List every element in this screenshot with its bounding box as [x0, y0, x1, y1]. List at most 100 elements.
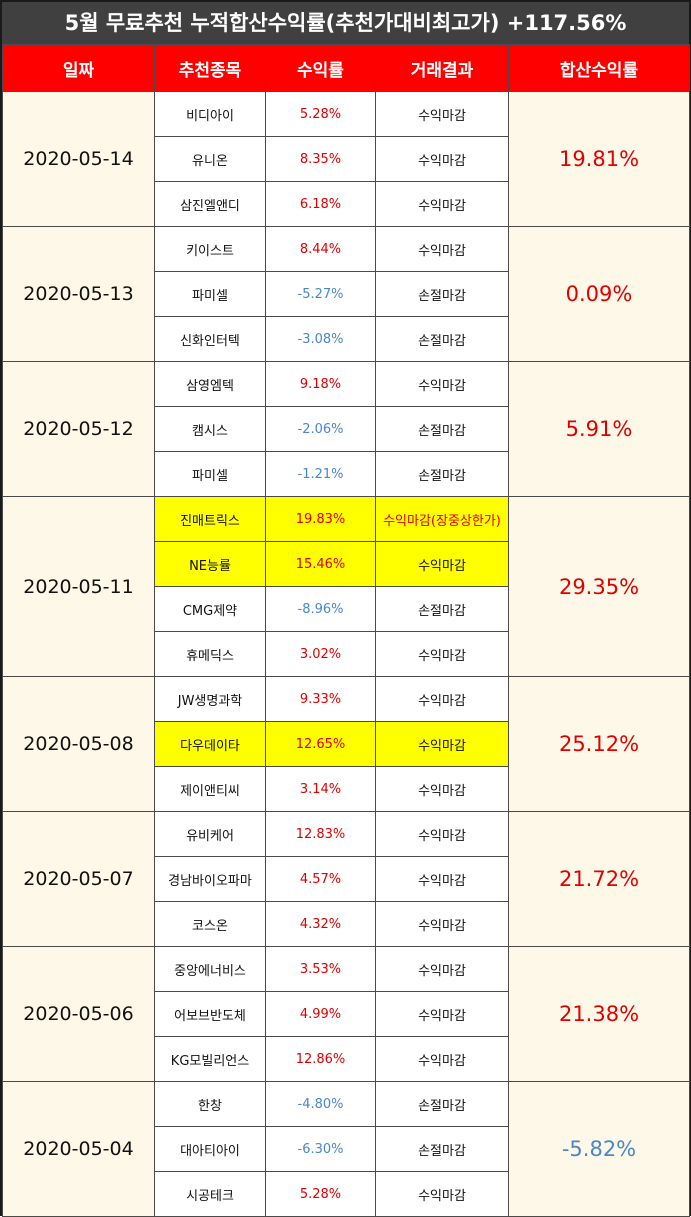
- return-cell: 4.32%: [265, 901, 376, 947]
- date-cell: 2020-05-13: [2, 226, 155, 362]
- stock-cell: 파미셀: [154, 451, 266, 497]
- total-return-cell: 25.12%: [508, 676, 690, 812]
- table-row: NE능률 15.46% 수익마감: [3, 541, 690, 587]
- table-row: 2020-05-11 진매트릭스 19.83% 수익마감(장중상한가) 29.35%: [2, 496, 690, 677]
- result-cell: 수익마감: [375, 631, 509, 677]
- header-date: 일짜: [2, 44, 155, 92]
- table-row: 2020-05-06 중앙에너비스 3.53% 수익마감 21.38%: [2, 946, 690, 1082]
- date-cell: 2020-05-14: [2, 91, 155, 227]
- stock-cell: 키이스트: [154, 226, 266, 272]
- return-cell: -1.21%: [265, 451, 376, 497]
- result-cell: 수익마감: [375, 136, 509, 182]
- result-cell: 수익마감: [375, 721, 509, 767]
- stock-cell: 캠시스: [154, 406, 266, 452]
- date-cell: 2020-05-12: [2, 361, 155, 497]
- result-cell: 손절마감: [375, 316, 509, 362]
- return-cell: 15.46%: [265, 541, 376, 587]
- return-cell: 8.35%: [265, 136, 376, 182]
- total-return-cell: 0.09%: [508, 226, 690, 362]
- result-cell: 손절마감: [375, 271, 509, 317]
- stock-cell: 한창: [154, 1081, 266, 1127]
- stock-cell: 비디아이: [154, 91, 266, 137]
- result-cell: 수익마감: [375, 1171, 509, 1217]
- results-table: 일짜 추천종목 수익률 거래결과 합산수익률 2020-05-14 비디아이 5.2…: [2, 44, 690, 1217]
- return-cell: 5.28%: [265, 1171, 376, 1217]
- total-return-cell: 21.72%: [508, 811, 690, 947]
- table-row: 유니온 8.35% 수익마감: [3, 136, 690, 182]
- return-cell: 4.57%: [265, 856, 376, 902]
- table-body: 2020-05-14 비디아이 5.28% 수익마감 19.81% 유니온 8.35% 수익마…: [2, 91, 690, 1217]
- return-cell: -3.08%: [265, 316, 376, 362]
- total-return-cell: 19.81%: [508, 91, 690, 227]
- result-cell: 손절마감: [375, 1126, 509, 1172]
- stock-cell: NE능률: [154, 541, 266, 587]
- table-row: 2020-05-08 JW생명과학 9.33% 수익마감 25.12%: [2, 676, 690, 812]
- result-cell: 수익마감: [375, 766, 509, 812]
- result-cell: 수익마감: [375, 1036, 509, 1082]
- date-cell: 2020-05-11: [2, 496, 155, 677]
- stock-cell: 삼진엘앤디: [154, 181, 266, 227]
- return-cell: 4.99%: [265, 991, 376, 1037]
- total-return-cell: 21.38%: [508, 946, 690, 1082]
- result-cell: 수익마감: [375, 856, 509, 902]
- return-cell: -2.06%: [265, 406, 376, 452]
- header-row: 일짜 추천종목 수익률 거래결과 합산수익률: [2, 44, 690, 92]
- return-cell: 5.28%: [265, 91, 376, 137]
- return-cell: 3.14%: [265, 766, 376, 812]
- stock-cell: 파미셀: [154, 271, 266, 317]
- result-cell: 수익마감: [375, 226, 509, 272]
- return-cell: -6.30%: [265, 1126, 376, 1172]
- table-row: 2020-05-14 비디아이 5.28% 수익마감 19.81%: [2, 91, 690, 227]
- result-cell: 수익마감: [375, 811, 509, 857]
- table-row: 2020-05-04 한창 -4.80% 손절마감 -5.82%: [2, 1081, 690, 1217]
- stock-cell: KG모빌리언스: [154, 1036, 266, 1082]
- result-cell: 수익마감: [375, 991, 509, 1037]
- stock-cell: 다우데이타: [154, 721, 266, 767]
- header-return: 수익률: [265, 44, 376, 92]
- stock-cell: 신화인터텍: [154, 316, 266, 362]
- table-row: 파미셀 -1.21% 손절마감: [3, 451, 690, 497]
- return-cell: 3.53%: [265, 946, 376, 992]
- page-title: 5월 무료추천 누적합산수익률(추천가대비최고가) +117.56%: [2, 2, 689, 44]
- result-cell: 수익마감: [375, 946, 509, 992]
- table-row: 2020-05-12 삼영엠텍 9.18% 수익마감 5.91%: [2, 361, 690, 497]
- table-row: 대아티아이 -6.30% 손절마감: [3, 1126, 690, 1172]
- stock-cell: 유비케어: [154, 811, 266, 857]
- stock-cell: 대아티아이: [154, 1126, 266, 1172]
- return-cell: 12.83%: [265, 811, 376, 857]
- return-cell: -5.27%: [265, 271, 376, 317]
- stock-cell: 시공테크: [154, 1171, 266, 1217]
- table-row: 시공테크 5.28% 수익마감: [3, 1171, 690, 1217]
- table-row: CMG제약 -8.96% 손절마감: [3, 586, 690, 632]
- stock-cell: CMG제약: [154, 586, 266, 632]
- result-cell: 손절마감: [375, 586, 509, 632]
- result-cell: 수익마감: [375, 901, 509, 947]
- stock-cell: 유니온: [154, 136, 266, 182]
- table-row: 코스온 4.32% 수익마감: [3, 901, 690, 947]
- table-row: 신화인터텍 -3.08% 손절마감: [3, 316, 690, 362]
- return-cell: 6.18%: [265, 181, 376, 227]
- date-cell: 2020-05-04: [2, 1081, 155, 1217]
- result-cell: 손절마감: [375, 1081, 509, 1127]
- result-cell: 수익마감: [375, 91, 509, 137]
- header-result: 거래결과: [375, 44, 509, 92]
- result-cell: 수익마감: [375, 181, 509, 227]
- stock-cell: 진매트릭스: [154, 496, 266, 542]
- table-row: 제이앤티씨 3.14% 수익마감: [3, 766, 690, 812]
- stock-cell: 중앙에너비스: [154, 946, 266, 992]
- return-cell: 3.02%: [265, 631, 376, 677]
- table-row: 2020-05-07 유비케어 12.83% 수익마감 21.72%: [2, 811, 690, 947]
- return-cell: 12.65%: [265, 721, 376, 767]
- table-row: 2020-05-13 키이스트 8.44% 수익마감 0.09%: [2, 226, 690, 362]
- result-cell: 수익마감(장중상한가): [375, 496, 509, 542]
- date-cell: 2020-05-08: [2, 676, 155, 812]
- table-row: 경남바이오파마 4.57% 수익마감: [3, 856, 690, 902]
- table-row: 캠시스 -2.06% 손절마감: [3, 406, 690, 452]
- table-row: 다우데이타 12.65% 수익마감: [3, 721, 690, 767]
- stock-cell: 제이앤티씨: [154, 766, 266, 812]
- date-cell: 2020-05-07: [2, 811, 155, 947]
- total-return-cell: 5.91%: [508, 361, 690, 497]
- table-row: 어보브반도체 4.99% 수익마감: [3, 991, 690, 1037]
- date-cell: 2020-05-06: [2, 946, 155, 1082]
- stock-cell: 경남바이오파마: [154, 856, 266, 902]
